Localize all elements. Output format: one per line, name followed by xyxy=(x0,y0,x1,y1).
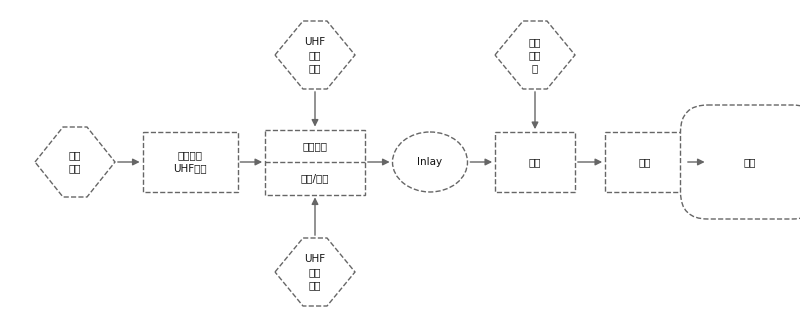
Text: 天线
材料: 天线 材料 xyxy=(69,150,82,174)
Text: 模切制造
UHF天线: 模切制造 UHF天线 xyxy=(173,150,207,174)
Text: 打印
标签
纸: 打印 标签 纸 xyxy=(529,37,542,73)
Bar xyxy=(265,130,365,194)
Text: 粘接/铜接: 粘接/铜接 xyxy=(301,173,330,183)
FancyBboxPatch shape xyxy=(681,105,800,219)
Text: UHF
标签
芯片: UHF 标签 芯片 xyxy=(305,37,326,73)
Bar xyxy=(495,132,575,192)
Ellipse shape xyxy=(393,132,467,192)
Bar xyxy=(142,132,238,192)
Polygon shape xyxy=(275,21,355,89)
Bar xyxy=(605,132,685,192)
Text: 标签: 标签 xyxy=(744,157,756,167)
Text: 倒装封装: 倒装封装 xyxy=(302,141,327,151)
Polygon shape xyxy=(495,21,575,89)
Text: 分切: 分切 xyxy=(638,157,651,167)
Polygon shape xyxy=(35,127,115,197)
Polygon shape xyxy=(275,238,355,306)
Text: 复合: 复合 xyxy=(529,157,542,167)
Text: UHF
芯片
模组: UHF 芯片 模组 xyxy=(305,254,326,290)
Text: Inlay: Inlay xyxy=(418,157,442,167)
